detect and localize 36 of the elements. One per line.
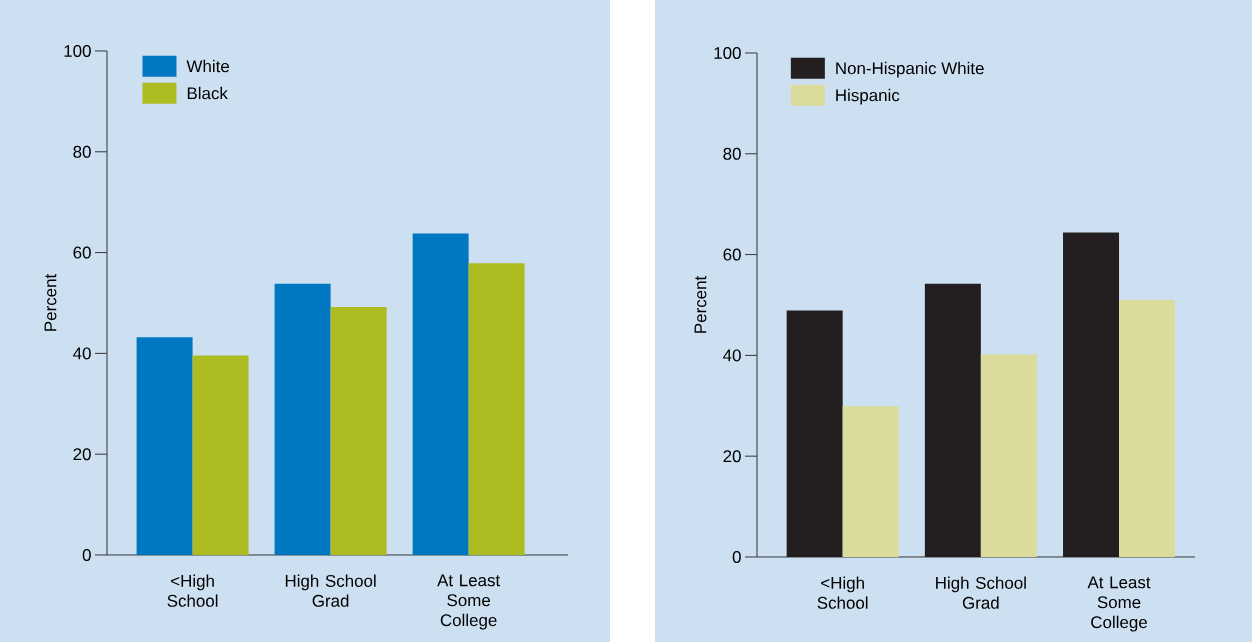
- x-tick-label: High School Grad: [285, 574, 376, 607]
- x-tick-label: At Least Some College: [437, 574, 501, 630]
- legend-label: White: [186, 59, 230, 73]
- y-tick-label: 0: [82, 548, 91, 561]
- bar: [924, 283, 981, 557]
- y-tick-label: 80: [723, 147, 741, 160]
- bar: [330, 307, 387, 555]
- bar: [1119, 299, 1176, 557]
- x-tick-label: <High School: [167, 574, 218, 607]
- bar: [786, 310, 843, 557]
- x-tick-label: High School Grad: [936, 576, 1026, 609]
- legend-label: Hispanic: [836, 88, 900, 105]
- bar: [192, 355, 249, 555]
- x-tick-label: At Least Some College: [1087, 576, 1151, 632]
- bar: [842, 406, 899, 557]
- y-tick-label: 0: [732, 550, 741, 563]
- y-tick-label: 40: [73, 347, 91, 360]
- y-tick-label: 20: [723, 450, 741, 463]
- y-tick-label: 100: [64, 44, 91, 57]
- bar: [136, 337, 193, 555]
- legend-label: Black: [187, 86, 228, 100]
- y-tick-label: 20: [73, 448, 91, 461]
- y-tick-label: 60: [723, 248, 741, 261]
- y-tick-label: 40: [723, 349, 741, 362]
- x-tick-label: <High School: [817, 576, 868, 609]
- bar: [274, 283, 331, 555]
- bar: [980, 354, 1037, 557]
- y-tick-label: 60: [73, 246, 91, 259]
- y-tick-label: 100: [714, 46, 741, 59]
- bar: [412, 233, 469, 555]
- legend-label: Non-Hispanic White: [836, 61, 984, 78]
- bar: [1063, 232, 1120, 557]
- y-tick-label: 80: [73, 145, 91, 158]
- bar: [468, 263, 525, 555]
- y-axis-title: Percent: [44, 273, 57, 331]
- y-axis-title: Percent: [694, 275, 707, 333]
